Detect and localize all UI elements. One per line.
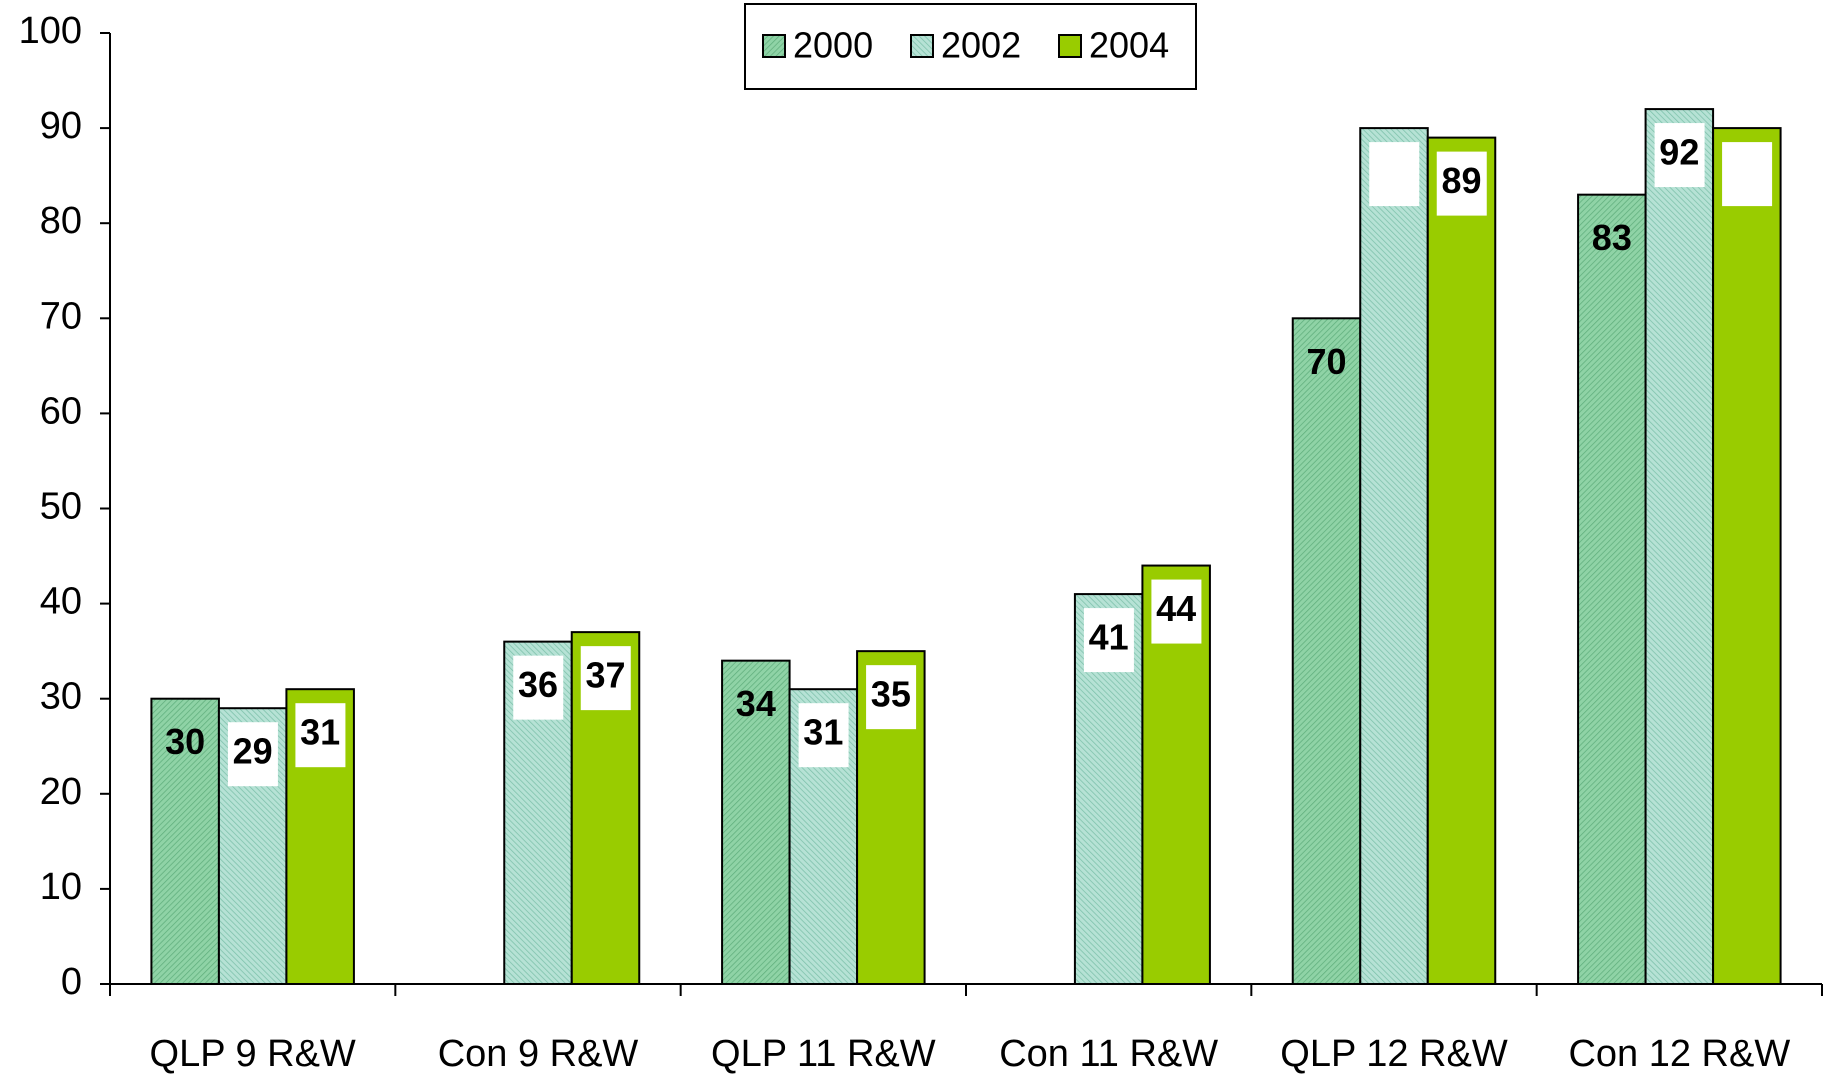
value-label: 37 — [585, 655, 625, 696]
x-tick-label: Con 9 R&W — [438, 1033, 639, 1075]
x-tick-label: Con 12 R&W — [1568, 1033, 1790, 1075]
bar — [721, 659, 791, 985]
bar — [1577, 193, 1647, 986]
value-label-box — [1151, 579, 1202, 644]
y-tick-label: 50 — [40, 486, 82, 528]
legend-swatch — [1058, 34, 1082, 58]
value-label: 41 — [1089, 617, 1129, 658]
bar — [1291, 317, 1362, 985]
value-label-box — [1369, 142, 1420, 207]
value-label: 36 — [518, 664, 558, 705]
value-label: 31 — [300, 712, 340, 753]
value-label: 29 — [233, 731, 273, 772]
bar — [1359, 127, 1429, 986]
value-label: 44 — [1156, 588, 1196, 629]
x-tick-label: Con 11 R&W — [999, 1033, 1218, 1075]
legend-label: 2004 — [1089, 25, 1169, 66]
x-tick-label: QLP 9 R&W — [150, 1033, 356, 1075]
value-label-box — [295, 703, 346, 768]
y-tick-label: 100 — [19, 10, 82, 52]
legend-label: 2000 — [793, 25, 873, 66]
y-tick-label: 60 — [40, 390, 82, 432]
bar — [1644, 108, 1715, 985]
value-label: 70 — [1306, 341, 1346, 382]
value-label-box — [866, 665, 917, 730]
bar — [150, 697, 220, 985]
value-label: 31 — [803, 712, 843, 753]
bar — [1426, 136, 1497, 986]
legend-label: 2002 — [941, 25, 1021, 66]
bar — [1712, 127, 1782, 986]
value-label-box — [227, 722, 278, 787]
y-tick-label: 90 — [40, 105, 82, 147]
value-label-box — [580, 646, 631, 711]
value-label-box — [1436, 151, 1487, 216]
x-tick-label: QLP 11 R&W — [711, 1033, 936, 1075]
x-tick-label: QLP 12 R&W — [1280, 1033, 1508, 1075]
value-label-box — [798, 703, 849, 768]
y-tick-label: 80 — [40, 200, 82, 242]
value-label: 89 — [1441, 160, 1481, 201]
value-label-box — [1654, 123, 1705, 188]
legend-swatch — [762, 34, 786, 58]
y-tick-label: 20 — [40, 771, 82, 813]
y-tick-label: 70 — [40, 295, 82, 337]
y-tick-label: 30 — [40, 676, 82, 718]
value-label-box — [513, 655, 564, 720]
value-label: 30 — [165, 721, 205, 762]
legend-box — [744, 3, 1197, 90]
legend-swatch — [910, 34, 934, 58]
value-label: 35 — [871, 674, 911, 715]
y-tick-label: 10 — [40, 866, 82, 908]
y-tick-label: 0 — [61, 961, 82, 1003]
y-tick-label: 40 — [40, 581, 82, 623]
value-label: 34 — [736, 683, 776, 724]
value-label: 83 — [1592, 217, 1632, 258]
value-label-box — [1722, 142, 1773, 207]
value-label-box — [1083, 608, 1134, 673]
value-label: 92 — [1659, 132, 1699, 173]
